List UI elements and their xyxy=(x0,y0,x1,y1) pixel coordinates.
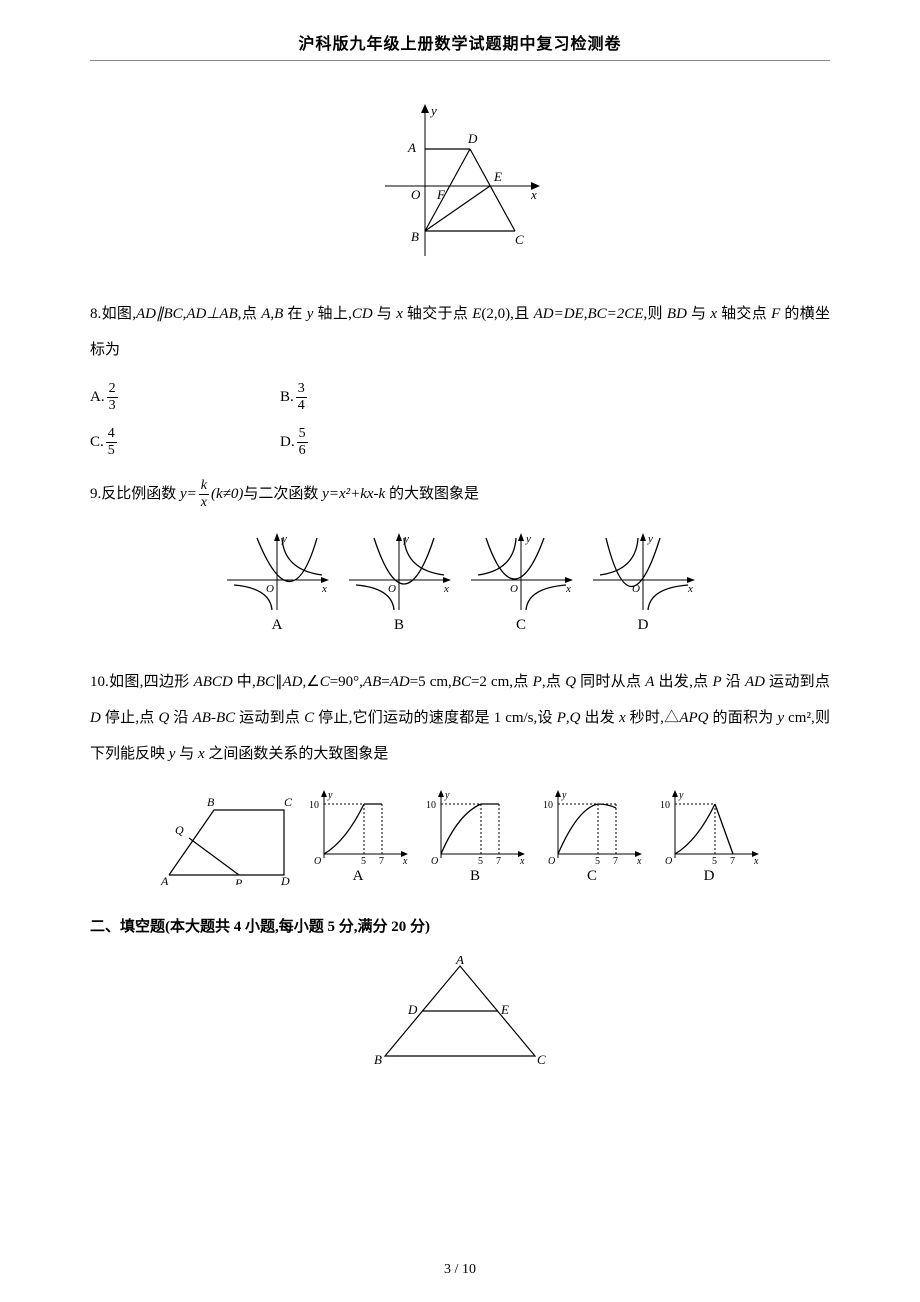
svg-text:B: B xyxy=(374,1052,382,1066)
svg-text:Q: Q xyxy=(175,823,184,837)
svg-text:y: y xyxy=(429,103,437,118)
page-footer: 3 / 10 xyxy=(0,1262,920,1278)
svg-text:5: 5 xyxy=(478,856,483,866)
svg-text:7: 7 xyxy=(730,856,735,866)
q10-option-a: y x O 10 5 7 A xyxy=(306,786,411,885)
svg-text:7: 7 xyxy=(613,856,618,866)
svg-text:B: B xyxy=(411,229,419,244)
svg-text:5: 5 xyxy=(712,856,717,866)
svg-text:O: O xyxy=(314,856,321,866)
svg-text:C: C xyxy=(515,232,524,247)
svg-text:x: x xyxy=(519,856,525,866)
svg-text:5: 5 xyxy=(361,856,366,866)
svg-text:D: D xyxy=(467,131,478,146)
q9-figures: y x O A y x O xyxy=(90,530,830,634)
svg-text:O: O xyxy=(548,856,555,866)
svg-text:7: 7 xyxy=(379,856,384,866)
q8-figure: y x A D E C B O F xyxy=(90,101,830,266)
q10-option-b: y x O 10 5 7 B xyxy=(423,786,528,885)
svg-text:y: y xyxy=(525,533,531,545)
svg-text:x: x xyxy=(443,583,449,595)
q9-text: 9.反比例函数 y=kx(k≠0)与二次函数 y=x²+kx-k 的大致图象是 xyxy=(90,476,830,512)
svg-text:5: 5 xyxy=(595,856,600,866)
svg-text:P: P xyxy=(234,876,243,885)
svg-text:10: 10 xyxy=(660,800,670,811)
svg-text:10: 10 xyxy=(426,800,436,811)
svg-text:y: y xyxy=(647,533,653,545)
svg-text:A: A xyxy=(407,140,416,155)
svg-text:y: y xyxy=(327,790,333,801)
svg-text:10: 10 xyxy=(309,800,319,811)
q8-choices-row2: C.45 D.56 xyxy=(90,427,830,458)
q8-choices-row1: A.23 B.34 xyxy=(90,382,830,413)
svg-text:F: F xyxy=(436,187,446,202)
svg-text:y: y xyxy=(561,790,567,801)
svg-text:C: C xyxy=(284,795,293,809)
svg-text:E: E xyxy=(500,1002,509,1017)
q9-option-a: y x O A xyxy=(222,530,332,634)
svg-text:x: x xyxy=(402,856,408,866)
q8-choice-c: C.45 xyxy=(90,427,280,458)
svg-text:O: O xyxy=(266,583,274,595)
svg-text:C: C xyxy=(537,1052,546,1066)
svg-text:D: D xyxy=(280,874,290,885)
svg-text:O: O xyxy=(665,856,672,866)
svg-text:O: O xyxy=(510,583,518,595)
svg-text:x: x xyxy=(530,187,537,202)
q10-figures: A D C B Q P y x O 10 5 7 xyxy=(90,786,830,885)
triangle-figure: A B C D E xyxy=(90,956,830,1071)
q10-trapezoid: A D C B Q P xyxy=(159,790,294,885)
svg-text:x: x xyxy=(321,583,327,595)
svg-text:y: y xyxy=(444,790,450,801)
page-header: 沪科版九年级上册数学试题期中复习检测卷 xyxy=(90,30,830,61)
svg-text:D: D xyxy=(407,1002,418,1017)
q8-choice-d: D.56 xyxy=(280,427,470,458)
q9-option-c: y x O C xyxy=(466,530,576,634)
q10-graph-a: y x O 10 5 7 xyxy=(306,786,411,866)
svg-text:O: O xyxy=(388,583,396,595)
q9-option-d: y x O D xyxy=(588,530,698,634)
svg-text:O: O xyxy=(431,856,438,866)
header-title: 沪科版九年级上册数学试题期中复习检测卷 xyxy=(298,36,621,53)
q9-option-b: y x O B xyxy=(344,530,454,634)
svg-text:x: x xyxy=(753,856,759,866)
svg-text:O: O xyxy=(411,187,421,202)
section2-title: 二、填空题(本大题共 4 小题,每小题 5 分,满分 20 分) xyxy=(90,915,830,936)
svg-text:10: 10 xyxy=(543,800,553,811)
svg-text:B: B xyxy=(207,795,215,809)
svg-text:7: 7 xyxy=(496,856,501,866)
svg-text:x: x xyxy=(636,856,642,866)
q8-choice-b: B.34 xyxy=(280,382,470,413)
svg-text:A: A xyxy=(160,874,169,885)
q8-text: 8.如图,AD∥BC,AD⊥AB,点 A,B 在 y 轴上,CD 与 x 轴交于… xyxy=(90,296,830,368)
page-container: 沪科版九年级上册数学试题期中复习检测卷 y x A D E C B O xyxy=(0,0,920,1071)
q8-choice-a: A.23 xyxy=(90,382,280,413)
svg-text:y: y xyxy=(678,790,684,801)
q10-option-d: y x O 10 5 7 D xyxy=(657,786,762,885)
q10-option-c: y x O 10 5 7 C xyxy=(540,786,645,885)
svg-text:E: E xyxy=(493,169,502,184)
q8-svg: y x A D E C B O F xyxy=(375,101,545,261)
svg-text:A: A xyxy=(455,956,464,967)
q10-text: 10.如图,四边形 ABCD 中,BC∥AD,∠C=90°,AB=AD=5 cm… xyxy=(90,664,830,772)
